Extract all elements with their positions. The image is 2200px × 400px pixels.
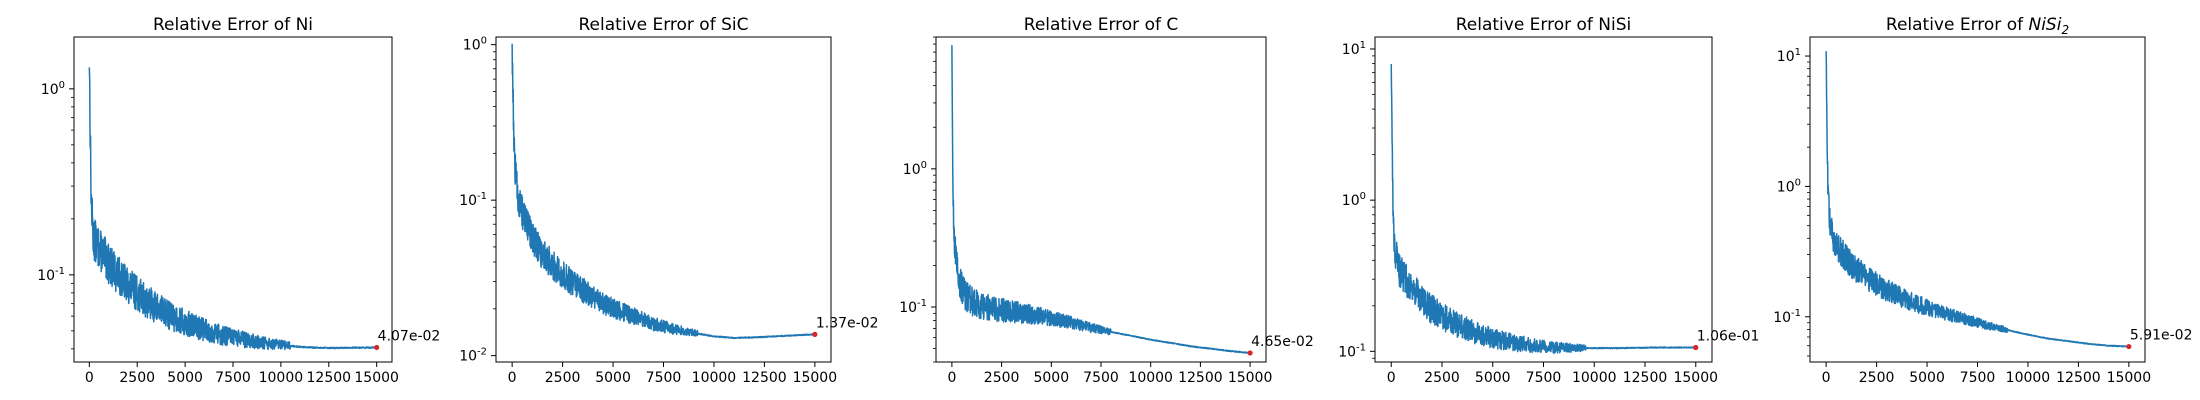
y-tick-label: 100 <box>463 36 487 54</box>
x-tick-label: 0 <box>508 370 517 386</box>
x-tick-label: 10000 <box>1572 370 1617 386</box>
chart-title: Relative Error of SiC <box>579 15 749 35</box>
final-value-label: 4.65e-02 <box>1251 334 1314 350</box>
x-tick-label: 0 <box>85 370 94 386</box>
x-tick-label: 10000 <box>1128 370 1173 386</box>
final-value-label: 1.06e-01 <box>1697 329 1760 345</box>
y-tick-label: 10-1 <box>1338 342 1366 360</box>
y-tick-label: 100 <box>903 160 927 178</box>
final-value-label: 1.37e-02 <box>816 315 879 331</box>
final-point-marker <box>374 344 380 351</box>
x-tick-label: 7500 <box>646 370 682 386</box>
x-tick-label: 2500 <box>984 370 1020 386</box>
final-point-marker <box>1693 344 1699 351</box>
chart-title: Relative Error of Ni <box>153 15 313 35</box>
x-tick-label: 7500 <box>215 370 251 386</box>
x-tick-label: 15000 <box>354 370 399 386</box>
x-tick-label: 5000 <box>595 370 631 386</box>
y-tick-label: 100 <box>1777 177 1801 195</box>
x-tick-label: 15000 <box>793 370 838 386</box>
plot-frame <box>495 36 832 363</box>
x-tick-label: 15000 <box>1228 370 1273 386</box>
x-tick-label: 2500 <box>119 370 155 386</box>
y-tick-label: 101 <box>1777 47 1801 65</box>
x-tick-label: 12500 <box>307 370 352 386</box>
final-point-marker <box>1247 350 1253 356</box>
final-value-label: 5.91e-02 <box>2130 328 2193 344</box>
series-line <box>88 67 378 351</box>
x-tick-label: 5000 <box>167 370 203 386</box>
x-tick-label: 0 <box>1822 370 1831 386</box>
x-tick-label: 7500 <box>1960 370 1996 386</box>
chart-title: Relative Error of NiSi <box>1456 15 1632 35</box>
x-tick-label: 0 <box>947 370 956 386</box>
x-tick-label: 5000 <box>1475 370 1511 386</box>
panel-1: Relative Error of Ni 4.07e-02 0 2500 5000 750… <box>37 15 440 386</box>
final-value-label: 4.07e-02 <box>378 328 441 344</box>
series-line <box>951 45 1251 354</box>
panel-4: Relative Error of NiSi 1.06e-01 0 2500 5000 7… <box>1338 15 1759 386</box>
panel-2: Relative Error of SiC 1.37e-02 0 2500 5000 75… <box>459 15 878 386</box>
x-tick-label: 0 <box>1387 370 1396 386</box>
x-tick-label: 2500 <box>1859 370 1895 386</box>
y-tick-label: 10-1 <box>37 266 65 284</box>
y-tick-label: 10-1 <box>899 298 927 316</box>
chart-title: Relative Error of C <box>1024 15 1178 35</box>
x-tick-label: 7500 <box>1526 370 1562 386</box>
x-tick-label: 10000 <box>259 370 304 386</box>
series-line <box>1825 51 2130 348</box>
x-tick-label: 10000 <box>692 370 737 386</box>
x-tick-label: 12500 <box>1178 370 1223 386</box>
y-tick-label: 10-2 <box>459 347 487 365</box>
y-tick-label: 100 <box>41 80 65 98</box>
y-tick-label: 10-1 <box>459 191 487 209</box>
series-line <box>511 43 816 340</box>
x-tick-label: 10000 <box>2006 370 2051 386</box>
x-tick-label: 7500 <box>1083 370 1119 386</box>
y-tick-label: 10-1 <box>1773 308 1801 326</box>
x-tick-label: 2500 <box>1424 370 1460 386</box>
final-point-marker <box>812 331 818 337</box>
x-tick-label: 2500 <box>545 370 581 386</box>
series-line <box>1390 63 1697 354</box>
y-tick-label: 100 <box>1342 191 1366 209</box>
plot-frame <box>935 36 1267 363</box>
panel-5: Relative Error of NiSi2 5.91e-02 0 2500 5000… <box>1773 15 2192 386</box>
plot-frame <box>73 36 393 363</box>
x-tick-label: 12500 <box>2056 370 2101 386</box>
final-point-marker <box>2126 343 2132 350</box>
x-tick-label: 12500 <box>1623 370 1668 386</box>
panel-3: Relative Error of C 4.65e-02 0 2500 5000 7500… <box>899 15 1314 386</box>
x-tick-label: 12500 <box>742 370 787 386</box>
plot-frame <box>1809 36 2146 363</box>
x-tick-label: 5000 <box>1909 370 1945 386</box>
x-tick-label: 15000 <box>1673 370 1718 386</box>
y-tick-label: 101 <box>1342 40 1366 58</box>
x-tick-label: 15000 <box>2107 370 2152 386</box>
chart-title: Relative Error of NiSi2 <box>1886 15 2069 37</box>
x-tick-label: 5000 <box>1033 370 1069 386</box>
